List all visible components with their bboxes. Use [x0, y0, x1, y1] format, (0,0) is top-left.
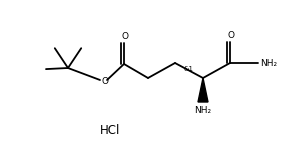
Text: &1: &1 — [184, 66, 194, 72]
Text: O: O — [227, 31, 234, 40]
Polygon shape — [198, 78, 208, 102]
Text: NH₂: NH₂ — [195, 106, 212, 115]
Text: O: O — [122, 32, 129, 41]
Text: HCl: HCl — [100, 123, 120, 136]
Text: NH₂: NH₂ — [260, 58, 277, 67]
Text: O: O — [101, 76, 108, 86]
